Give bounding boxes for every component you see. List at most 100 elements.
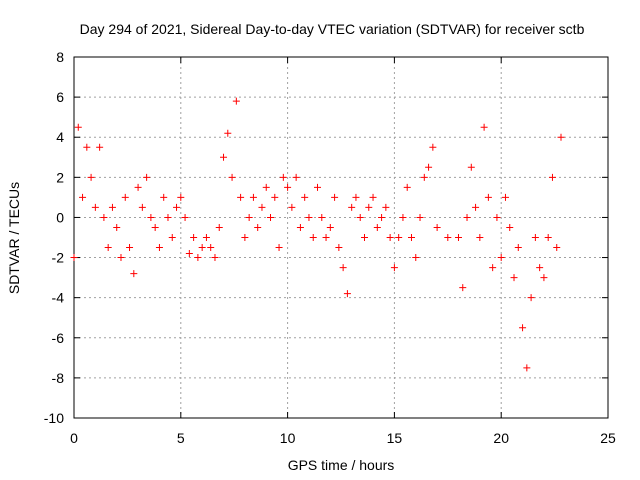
data-point — [143, 173, 151, 181]
y-tick-label: -2 — [52, 250, 65, 266]
data-point — [198, 244, 206, 252]
data-point — [173, 203, 181, 211]
data-point — [553, 244, 561, 252]
data-point — [177, 193, 185, 201]
x-tick-label: 5 — [177, 430, 185, 446]
x-tick-label: 0 — [70, 430, 78, 446]
data-point — [232, 97, 240, 105]
data-point — [87, 173, 95, 181]
data-point — [155, 244, 163, 252]
data-point — [425, 163, 433, 171]
data-point — [476, 234, 484, 241]
data-point — [267, 213, 275, 221]
data-point — [314, 183, 322, 191]
data-point — [262, 183, 270, 191]
data-point — [399, 213, 407, 221]
data-points — [70, 97, 565, 372]
data-point — [463, 213, 471, 221]
data-point — [138, 203, 146, 211]
data-point — [429, 143, 437, 151]
data-point — [224, 129, 232, 137]
y-tick-label: -10 — [44, 410, 64, 426]
data-point — [237, 193, 245, 201]
data-point — [190, 234, 198, 241]
data-point — [181, 213, 189, 221]
data-point — [134, 183, 142, 191]
data-point — [271, 193, 279, 201]
data-point — [557, 133, 565, 141]
data-point — [369, 193, 377, 201]
axis-ticks: -10 -8 -6 -4 -2 0 2 4 6 8 0 5 10 15 20 25 — [44, 49, 616, 446]
data-point — [249, 193, 257, 201]
data-point — [207, 244, 215, 252]
data-point — [420, 173, 428, 181]
data-point — [335, 244, 343, 252]
data-point — [275, 244, 283, 252]
data-point — [202, 234, 210, 241]
data-point — [416, 213, 424, 221]
data-point — [395, 234, 403, 241]
data-point — [83, 143, 91, 151]
data-point — [472, 203, 480, 211]
data-point — [382, 203, 390, 211]
data-point — [360, 234, 368, 241]
data-point — [126, 244, 134, 252]
data-point — [506, 223, 514, 231]
data-point — [96, 143, 104, 151]
data-point — [531, 234, 539, 241]
grid — [74, 57, 608, 418]
data-point — [480, 123, 488, 131]
data-point — [339, 264, 347, 272]
data-point — [117, 254, 125, 262]
data-point — [318, 213, 326, 221]
data-point — [407, 234, 415, 241]
data-point — [164, 213, 172, 221]
data-point — [185, 250, 193, 258]
y-tick-label: 8 — [56, 49, 64, 65]
y-tick-label: 2 — [56, 169, 64, 185]
data-point — [245, 213, 253, 221]
data-point — [365, 203, 373, 211]
data-point — [348, 203, 356, 211]
data-point — [501, 193, 509, 201]
data-point — [489, 264, 497, 272]
y-tick-label: -4 — [52, 290, 65, 306]
data-point — [91, 203, 99, 211]
data-point — [497, 254, 505, 262]
plot-frame — [73, 56, 609, 419]
x-axis-label: GPS time / hours — [288, 457, 395, 473]
y-tick-label: 4 — [56, 129, 64, 145]
data-point — [215, 223, 223, 231]
x-tick-label: 25 — [600, 430, 616, 446]
chart-title: Day 294 of 2021, Sidereal Day-to-day VTE… — [80, 21, 585, 37]
data-point — [296, 223, 304, 231]
data-point — [121, 193, 129, 201]
data-point — [258, 203, 266, 211]
data-point — [104, 244, 112, 252]
data-point — [108, 203, 116, 211]
data-point — [301, 193, 309, 201]
data-point — [292, 173, 300, 181]
data-point — [514, 244, 522, 252]
y-tick-label: 0 — [56, 209, 64, 225]
y-tick-label: -8 — [52, 370, 65, 386]
data-point — [454, 234, 462, 241]
x-tick-label: 20 — [493, 430, 509, 446]
data-point — [356, 213, 364, 221]
data-point — [322, 234, 330, 241]
data-point — [288, 203, 296, 211]
data-point — [386, 234, 394, 241]
data-point — [519, 324, 527, 332]
data-point — [74, 123, 82, 131]
x-tick-label: 10 — [280, 430, 296, 446]
data-point — [373, 223, 381, 231]
data-point — [459, 284, 467, 292]
data-point — [130, 270, 138, 278]
data-point — [484, 193, 492, 201]
data-point — [548, 173, 556, 181]
data-point — [241, 234, 249, 241]
data-point — [378, 213, 386, 221]
data-point — [331, 193, 339, 201]
y-tick-label: -6 — [52, 330, 65, 346]
data-point — [403, 183, 411, 191]
